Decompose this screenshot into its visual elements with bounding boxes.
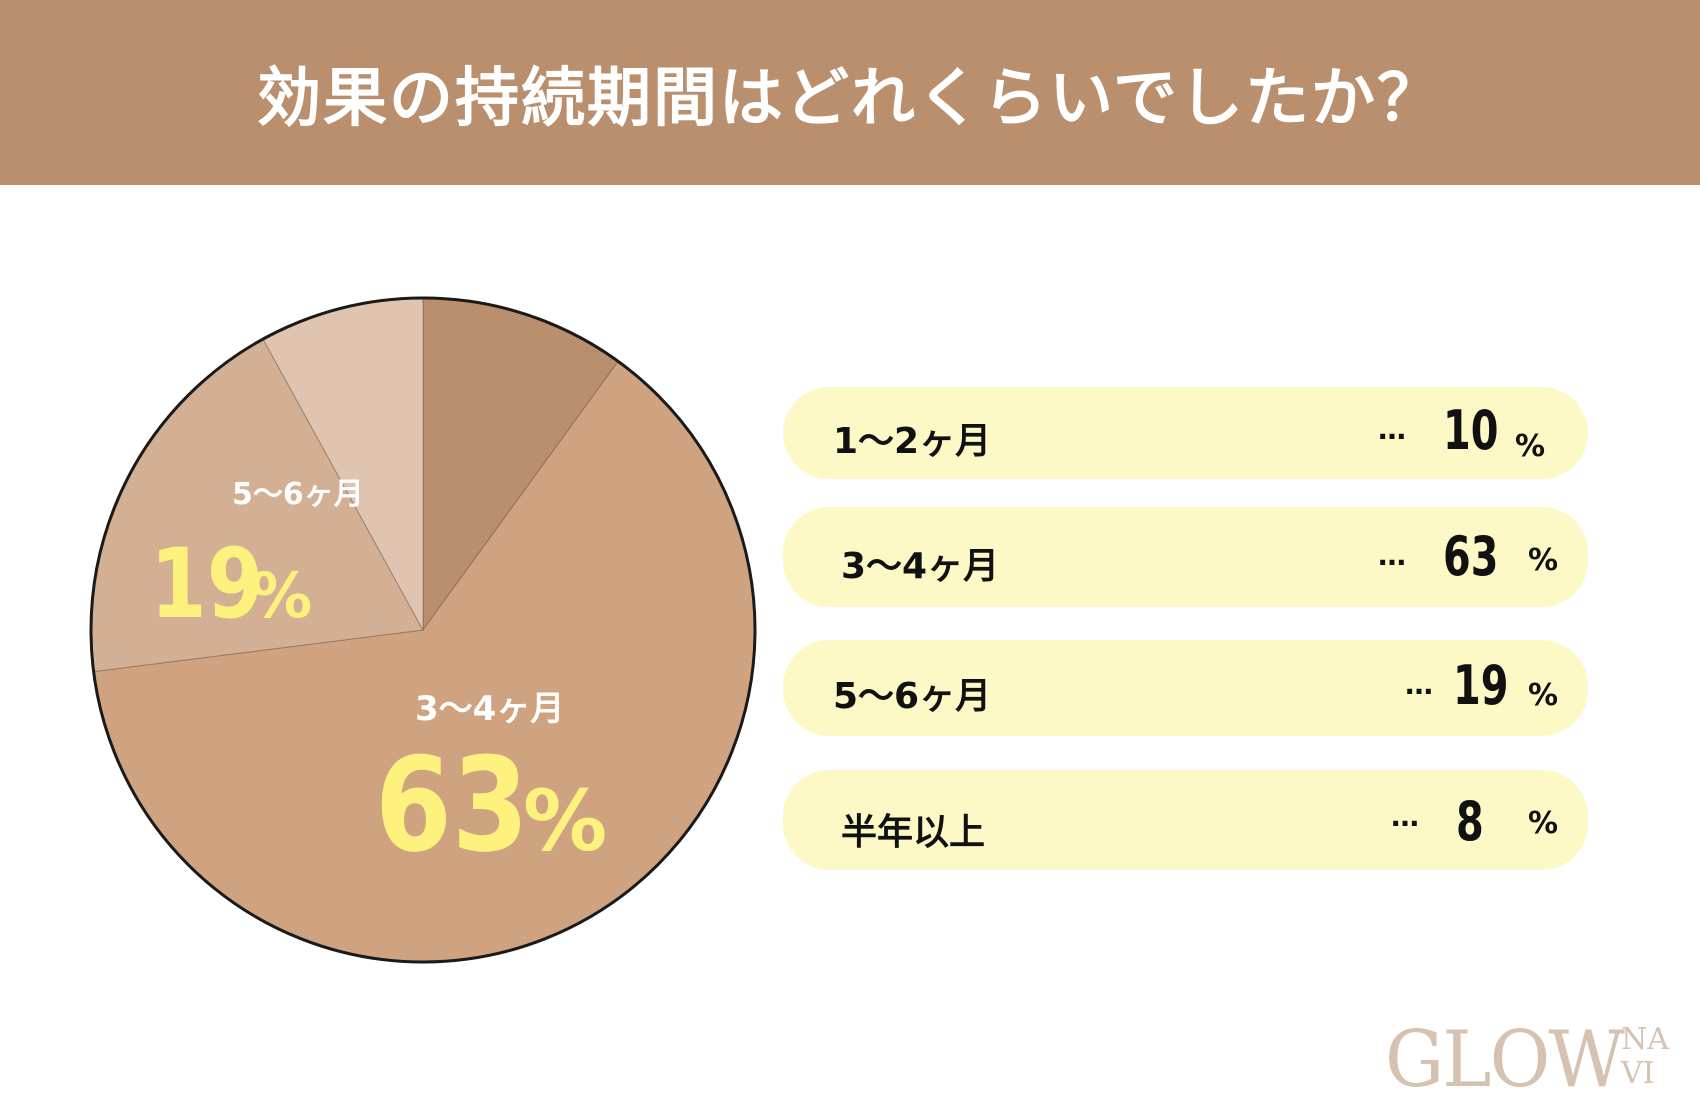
pie-slices (90, 297, 756, 963)
legend-value: 10 (1443, 399, 1499, 462)
page-title: 効果の持続期間はどれくらいでしたか？ (256, 61, 1444, 136)
logo-sub-bottom: VI (1621, 1056, 1655, 1091)
pie-outline (89, 296, 757, 964)
legend-label: 半年以上 (841, 812, 986, 853)
pie-chart: 5〜6ヶ月 19 % 3〜4ヶ月 63 % (89, 296, 757, 964)
legend-dots: … (1405, 668, 1434, 701)
glow-navi-logo: GLOW NA VI (1385, 1015, 1675, 1105)
pie-label-category-5-6: 5〜6ヶ月 (232, 477, 364, 512)
header-bar: 効果の持続期間はどれくらいでしたか？ (0, 0, 1700, 185)
logo-sub-top: NA (1621, 1022, 1669, 1057)
pie-label-value-5-6: 19 (150, 529, 264, 641)
legend-row: 3〜4ヶ月 … 63 % (783, 507, 1588, 607)
legend-row: 半年以上 … 8 % (783, 770, 1588, 870)
legend-unit: % (1515, 429, 1546, 464)
legend-row: 1〜2ヶ月 … 10 % (783, 387, 1588, 479)
legend-unit: % (1528, 543, 1559, 578)
legend-dots: … (1378, 413, 1407, 446)
legend-value: 8 (1456, 790, 1484, 853)
legend-dots: … (1391, 800, 1420, 833)
pie-label-unit-5-6: % (250, 559, 312, 632)
legend-dots: … (1378, 539, 1407, 572)
legend-label: 5〜6ヶ月 (833, 676, 992, 717)
legend-row: 5〜6ヶ月 … 19 % (783, 640, 1588, 736)
pie-label-unit-3-4: % (523, 772, 607, 870)
logo-wordmark: GLOW (1385, 1015, 1625, 1105)
pie-label-value-3-4: 63 (375, 730, 529, 881)
legend-label: 3〜4ヶ月 (841, 546, 1000, 587)
legend-value: 19 (1453, 654, 1509, 717)
legend-unit: % (1528, 678, 1559, 713)
pie-label-category-3-4: 3〜4ヶ月 (415, 689, 564, 729)
legend-unit: % (1528, 806, 1559, 841)
legend-value: 63 (1443, 525, 1499, 588)
legend-label: 1〜2ヶ月 (833, 421, 992, 462)
